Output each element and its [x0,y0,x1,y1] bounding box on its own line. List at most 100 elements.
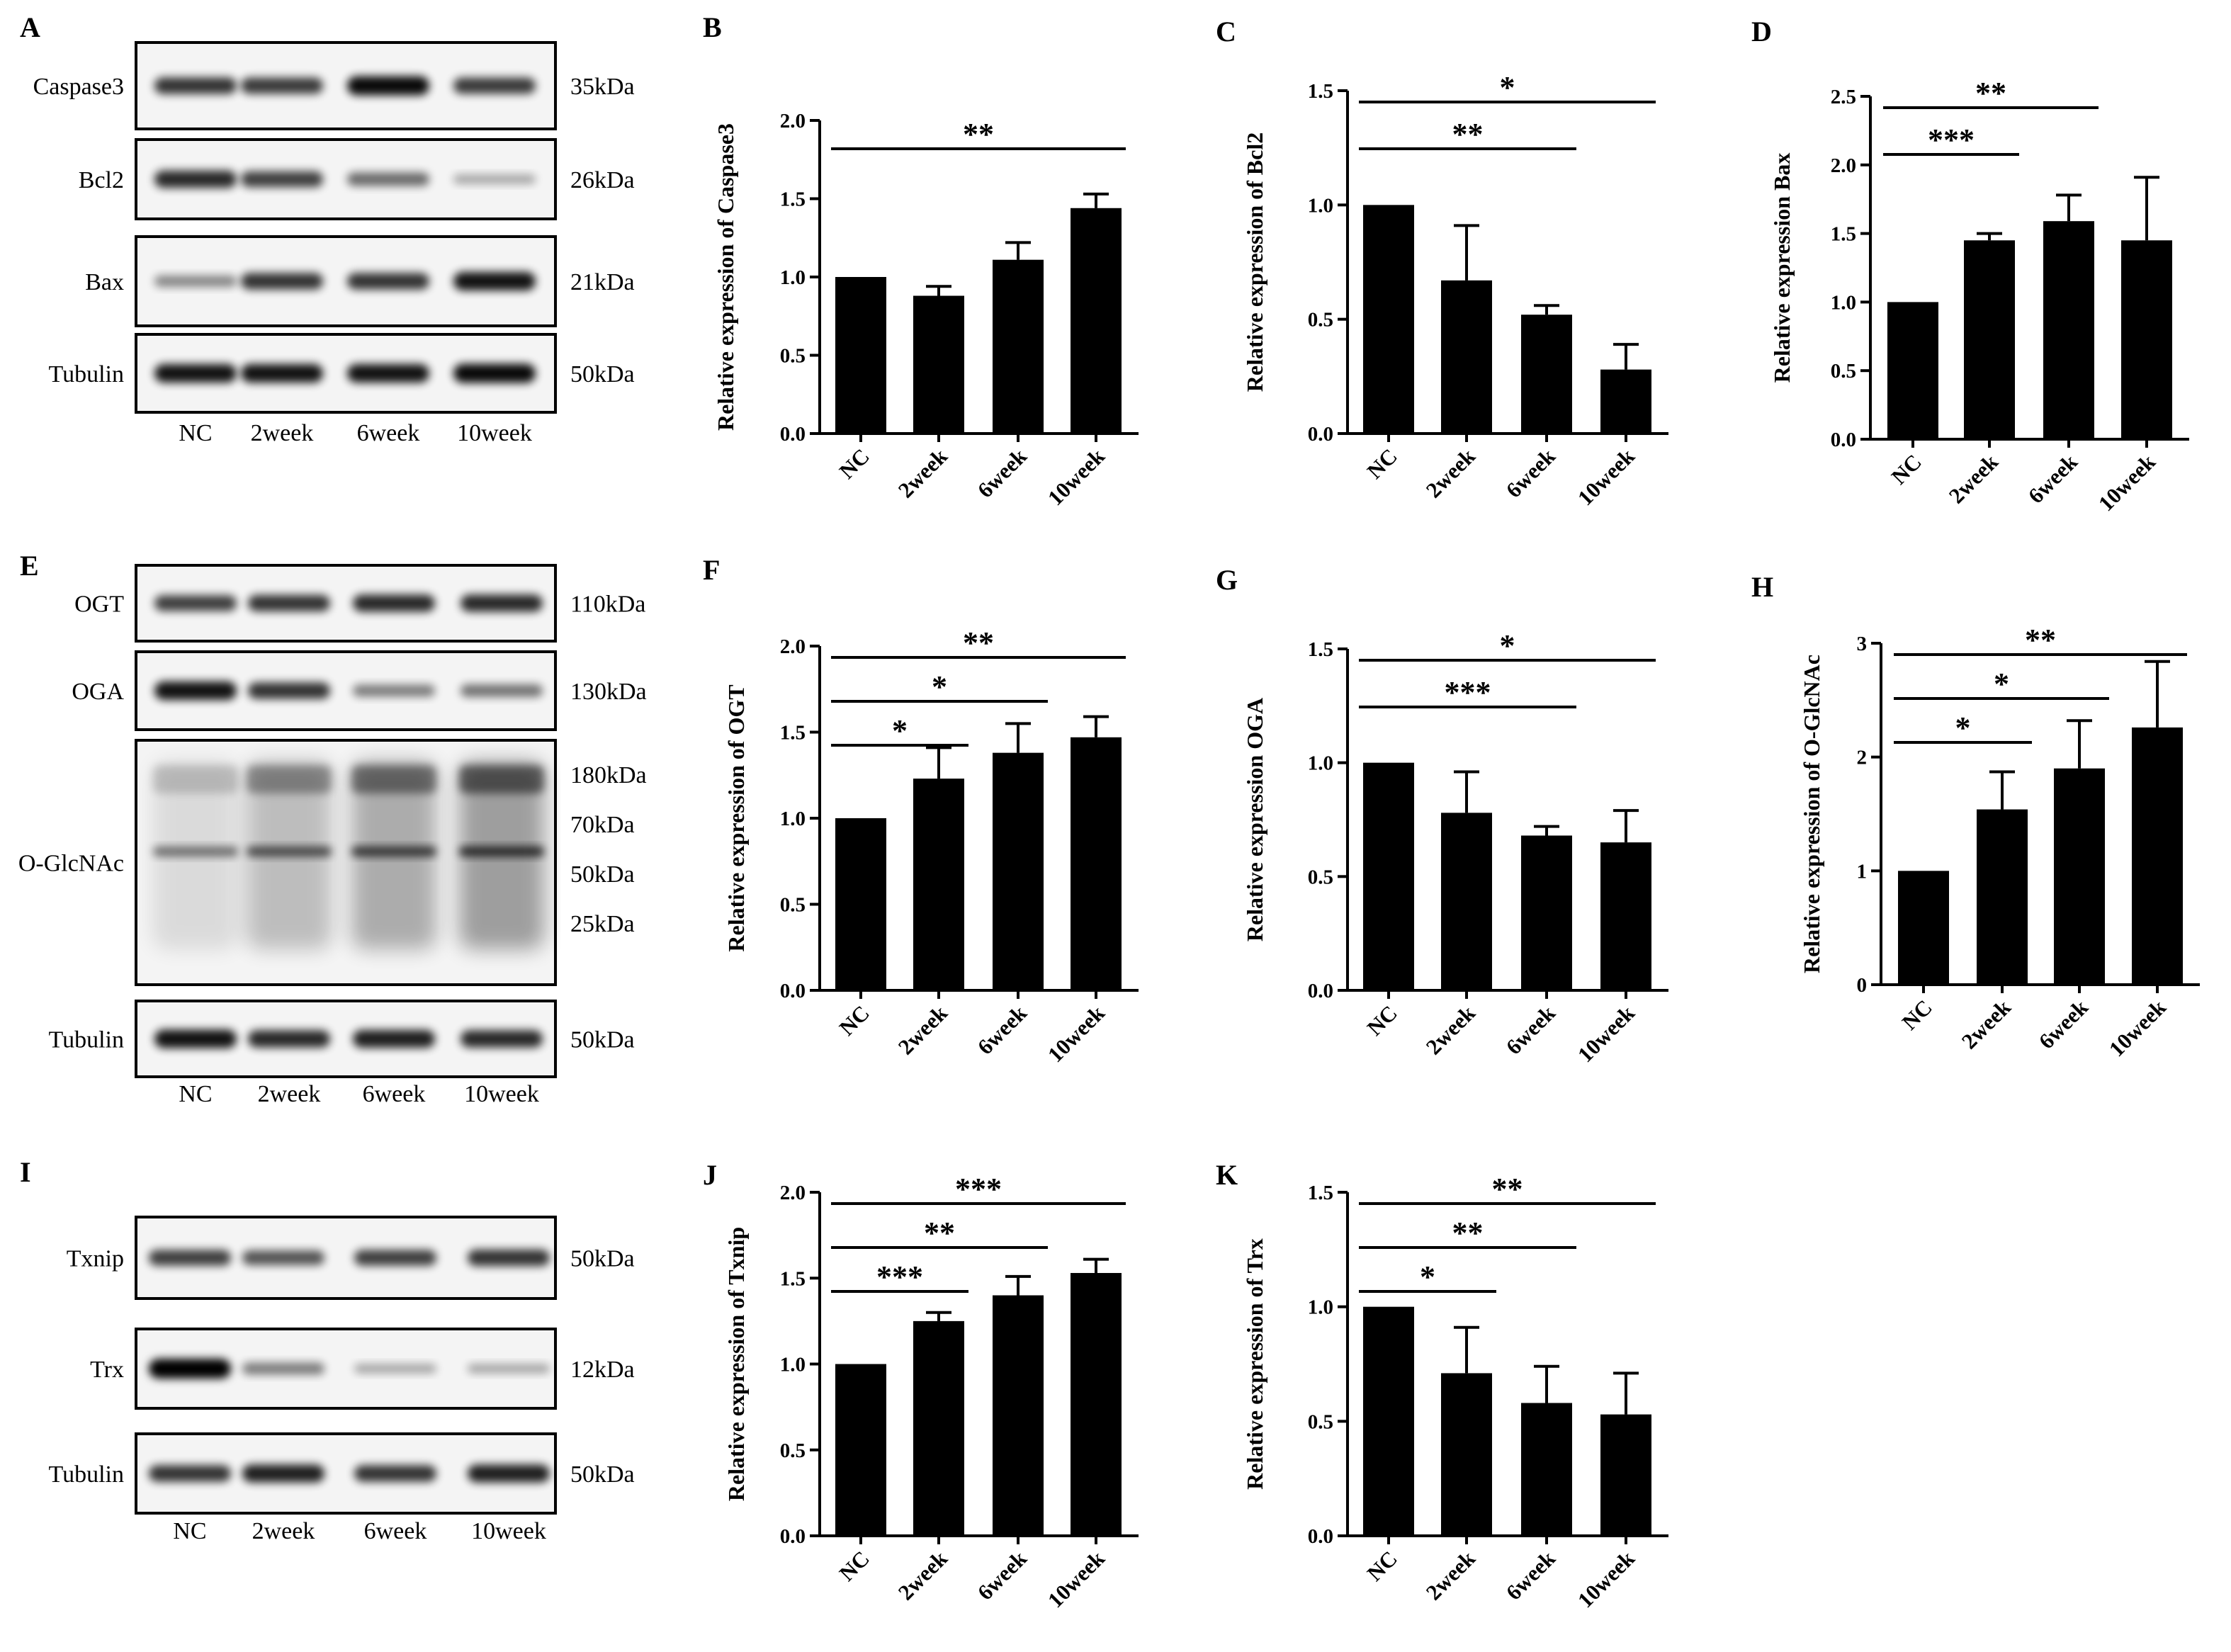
panel-letter: K [1216,1159,1238,1191]
bar [835,818,886,990]
kda-marker: 26kDa [570,167,635,193]
bar [1600,369,1651,434]
blot-panel-I: I Txnip 50kDa Trx 12kDa Tubulin 50kDa NC 2week 6w… [20,1156,635,1544]
y-axis-label: Relative expression of Txnip [723,1227,749,1501]
y-tick-label: 1.5 [780,188,806,211]
y-tick-label: 0.5 [780,894,806,917]
bar [2132,727,2183,985]
x-tick-label: NC [1362,443,1402,483]
blot-band [248,1030,330,1048]
bar [2121,240,2172,439]
y-tick-label: 2.0 [780,635,806,658]
x-tick-label: NC [835,1000,874,1040]
protein-label: Tubulin [49,1027,124,1053]
lane-label: NC [179,1081,212,1107]
y-axis-label: Relative expression of OGT [723,684,749,951]
x-tick-label: NC [1887,449,1926,489]
panel-letter: H [1751,571,1773,603]
x-tick-label: NC [835,443,874,483]
x-tick-label: 6week [1501,443,1561,503]
bar [2043,221,2094,439]
bar [1441,1373,1492,1536]
panel-letter: F [703,554,720,586]
lane-label: 6week [364,1518,427,1544]
y-tick-label: 0.0 [1831,429,1856,451]
significance-stars: * [1420,1260,1435,1294]
blot-band [242,1250,324,1265]
bar [993,1295,1044,1536]
y-tick-label: 0 [1857,974,1868,997]
lane-label: 10week [471,1518,546,1544]
kda-marker: 35kDa [570,74,635,100]
lane-label: 2week [251,420,314,446]
kda-marker: 70kDa [570,812,635,838]
bar [993,259,1044,434]
kda-marker: 25kDa [570,911,635,937]
y-axis-label: Relative expression OGA [1242,698,1267,941]
y-tick-label: 0.0 [1308,980,1333,1002]
blot-panel-A: A Caspase3 35kDa Bcl2 26kDa Bax 21kDa Tubulin 50… [20,11,635,446]
blot-band [154,275,237,288]
y-tick-label: 1.5 [780,1267,806,1290]
y-tick-label: 0.5 [1308,309,1333,332]
y-axis-label: Relative expression of Trx [1242,1238,1267,1490]
x-tick-label: 6week [2023,449,2083,509]
blot-band [241,363,323,383]
y-tick-label: 0.5 [1308,1410,1333,1433]
bar [1887,302,1938,439]
chart-D: D Relative expression Bax 0.0 0.5 1.0 1.5 2.0 2… [1751,16,2189,516]
x-tick-label: NC [1362,1546,1402,1585]
blot-band [248,594,330,612]
y-axis-label: Relative expression of Bcl2 [1242,132,1267,392]
significance-stars: ** [1452,117,1484,152]
y-tick-label: 2.5 [1831,86,1856,108]
y-tick-label: 0.0 [780,1525,806,1548]
significance-stars: ** [1492,1172,1523,1206]
blot-band [241,77,323,94]
blot-row-trx: Trx 12kDa [90,1328,635,1410]
blot-band [351,847,436,856]
significance-stars: ** [1975,76,2006,111]
protein-label: Trx [90,1357,124,1383]
blot-band [153,765,238,793]
x-tick-label: 6week [973,443,1032,503]
significance-stars: * [1500,70,1515,105]
blot-band [242,1464,324,1483]
blot-band [247,765,332,793]
x-tick-label: 2week [893,1546,953,1605]
blot-band [347,363,429,383]
chart-C: C Relative expression of Bcl2 0.0 0.5 1.0 1.5… [1216,16,1668,510]
significance-stars: ** [963,117,994,152]
bar [1071,1272,1122,1536]
lane-label: 2week [252,1518,315,1544]
panel-letter: I [20,1156,31,1188]
blot-band [353,1029,435,1048]
kda-marker: 180kDa [570,762,647,788]
x-tick-label: 10week [1573,1000,1640,1068]
protein-label: Txnip [67,1246,124,1272]
x-tick-label: 2week [1944,449,2004,509]
bar [1363,762,1414,990]
bar [1977,809,2028,985]
blot-band [354,1364,436,1374]
protein-label: OGT [74,592,124,618]
lane-label: NC [179,420,212,446]
blot-row-o-glcnac: O-GlcNAc 180kDa 70kDa 50kDa 25kDa [18,739,647,986]
protein-label: Caspase3 [33,74,124,100]
blot-band [453,363,536,383]
blot-band [468,1364,550,1374]
blot-row-txnip: Txnip 50kDa [67,1216,635,1300]
y-tick-label: 0.0 [780,980,806,1002]
x-tick-label: 10week [1573,443,1640,511]
blot-band [453,77,536,94]
x-tick-label: 6week [1501,1546,1561,1605]
bar [1964,240,2015,439]
blot-band [468,1249,550,1267]
blot-row-tubulin: Tubulin 50kDa [49,333,635,414]
kda-marker: 110kDa [570,592,645,618]
x-tick-label: 2week [893,443,953,503]
bar [835,277,886,434]
y-axis-label: Relative expression Bax [1769,153,1795,383]
y-tick-label: 1.5 [1308,638,1333,661]
